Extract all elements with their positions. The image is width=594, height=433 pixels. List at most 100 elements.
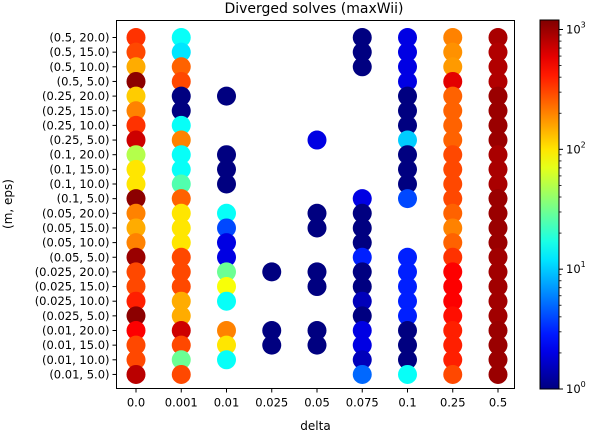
- y-axis: (0.5, 20.0)(0.5, 15.0)(0.5, 10.0)(0.5, 5…: [35, 31, 117, 381]
- data-point: [217, 218, 236, 238]
- chart-title: Diverged solves (maxWii): [224, 1, 403, 17]
- data-point: [488, 71, 508, 91]
- data-point: [352, 189, 372, 209]
- data-point: [126, 364, 146, 384]
- data-point: [171, 218, 191, 238]
- x-tick-label: 0.25: [440, 396, 466, 410]
- data-point: [488, 145, 508, 165]
- data-point: [126, 203, 146, 223]
- data-point: [443, 218, 463, 238]
- y-axis-label: (m, eps): [1, 179, 15, 229]
- data-point: [398, 130, 417, 150]
- data-point: [307, 321, 327, 340]
- data-point: [126, 189, 146, 209]
- data-point: [398, 86, 417, 106]
- data-point: [488, 350, 508, 370]
- data-point: [443, 101, 463, 121]
- data-point: [171, 28, 191, 47]
- data-point: [126, 321, 146, 340]
- data-point: [126, 115, 146, 135]
- y-tick-label: (0.1, 5.0): [57, 192, 110, 206]
- data-point: [443, 277, 463, 297]
- data-point: [398, 189, 417, 209]
- data-point: [171, 86, 191, 106]
- data-point: [217, 145, 236, 165]
- data-point: [398, 145, 417, 165]
- data-point: [171, 350, 191, 370]
- y-tick-label: (0.025, 5.0): [42, 309, 110, 323]
- y-tick-label: (0.25, 5.0): [49, 133, 109, 147]
- y-tick-label: (0.25, 20.0): [42, 89, 110, 103]
- data-point: [488, 335, 508, 355]
- data-point: [352, 277, 372, 297]
- data-point: [171, 130, 191, 150]
- x-axis: 0.0 0.001 0.01 0.025 0.05 0.075 0.1 0.25 0.5: [127, 388, 507, 410]
- data-point: [307, 262, 327, 282]
- data-point: [126, 28, 146, 47]
- data-point: [126, 262, 146, 282]
- y-tick-label: (0.5, 20.0): [49, 31, 109, 45]
- data-point: [443, 71, 463, 91]
- data-point: [126, 57, 146, 77]
- x-tick-label: 0.075: [346, 396, 379, 410]
- data-point: [443, 247, 463, 267]
- data-point: [398, 364, 417, 384]
- data-point: [488, 101, 508, 121]
- y-tick-label: (0.025, 20.0): [35, 265, 110, 279]
- data-point: [217, 159, 236, 179]
- data-point: [126, 174, 146, 194]
- data-point: [217, 262, 236, 282]
- data-point: [488, 218, 508, 238]
- data-point: [171, 159, 191, 179]
- data-point: [398, 350, 417, 370]
- data-point: [488, 247, 508, 267]
- data-point: [488, 262, 508, 282]
- y-tick-label: (0.5, 10.0): [49, 60, 109, 74]
- plot-frame: [116, 20, 515, 389]
- data-point: [171, 145, 191, 165]
- data-point: [398, 291, 417, 311]
- y-tick-label: (0.05, 20.0): [42, 206, 110, 220]
- data-point: [443, 233, 463, 253]
- data-point: [352, 306, 372, 326]
- x-tick-label: 0.001: [165, 396, 198, 410]
- data-point: [171, 101, 191, 121]
- data-point: [443, 203, 463, 223]
- data-point: [217, 350, 236, 370]
- x-tick-label: 0.01: [214, 396, 240, 410]
- data-point: [443, 306, 463, 326]
- data-point: [352, 350, 372, 370]
- colorbar-tick-label: 101: [566, 260, 586, 276]
- data-point: [398, 335, 417, 355]
- data-point: [352, 28, 372, 47]
- y-tick-label: (0.05, 5.0): [49, 250, 109, 264]
- data-point: [126, 71, 146, 91]
- data-point: [126, 130, 146, 150]
- data-point: [307, 203, 327, 223]
- data-point: [398, 159, 417, 179]
- data-point: [488, 130, 508, 150]
- data-point: [352, 364, 372, 384]
- x-tick-label: 0.1: [398, 396, 416, 410]
- data-point: [126, 159, 146, 179]
- data-point: [126, 233, 146, 253]
- data-point: [352, 57, 372, 77]
- data-point: [443, 130, 463, 150]
- data-point: [171, 262, 191, 282]
- data-point: [352, 247, 372, 267]
- x-tick-label: 0.05: [304, 396, 330, 410]
- data-point: [126, 247, 146, 267]
- colorbar-tick-label: 102: [566, 140, 586, 156]
- data-point: [443, 364, 463, 384]
- colorbar-tick-label: 103: [566, 20, 586, 36]
- data-point: [126, 306, 146, 326]
- data-point: [171, 306, 191, 326]
- data-point: [171, 115, 191, 135]
- data-point: [217, 321, 236, 340]
- data-point: [488, 174, 508, 194]
- data-point: [217, 174, 236, 194]
- y-tick-label: (0.1, 20.0): [49, 148, 109, 162]
- data-point: [398, 115, 417, 135]
- data-point: [352, 218, 372, 238]
- data-point: [488, 42, 508, 62]
